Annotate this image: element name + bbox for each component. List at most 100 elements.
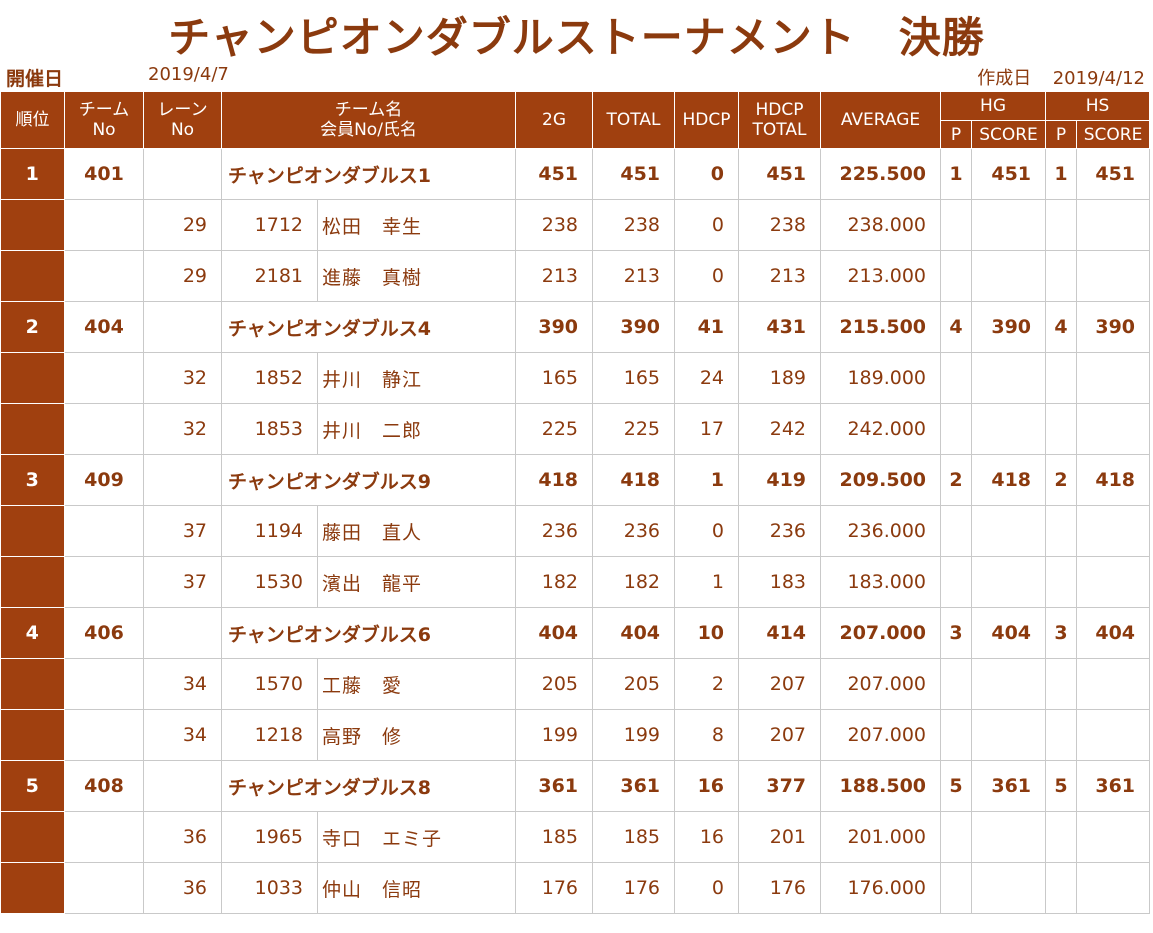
team-2g: 418 xyxy=(515,454,594,506)
header-team-name-line2: 会員No/氏名 xyxy=(320,120,417,140)
held-date-value: 2019/4/7 xyxy=(148,64,229,85)
member-lane: 37 xyxy=(143,505,222,557)
member-no: 1218 xyxy=(221,709,318,761)
member-average: 236.000 xyxy=(820,505,942,557)
member-name: 藤田 直人 xyxy=(316,505,517,557)
team-name: チャンピオンダブルス8 xyxy=(220,760,517,812)
page-title: チャンピオンダブルストーナメント 決勝 xyxy=(168,13,985,62)
team-no: 406 xyxy=(64,607,144,659)
member-hdcp-total: 176 xyxy=(738,862,822,914)
member-hs-p xyxy=(1045,250,1078,302)
header-hdcp-total: HDCP TOTAL xyxy=(738,91,822,149)
member-lane: 37 xyxy=(143,556,222,608)
team-average: 209.500 xyxy=(820,454,942,506)
member-hg-score xyxy=(971,556,1047,608)
created-date: 作成日 2019/4/12 xyxy=(977,64,1145,90)
member-2g: 185 xyxy=(515,811,594,863)
team-total: 390 xyxy=(592,301,676,353)
team-no: 404 xyxy=(64,301,144,353)
member-hg-score xyxy=(971,403,1047,455)
member-no: 1194 xyxy=(221,505,318,557)
team-hg-p: 2 xyxy=(940,454,973,506)
team-rank: 4 xyxy=(0,607,65,659)
team-lane xyxy=(143,454,222,506)
member-hdcp-total: 207 xyxy=(738,709,822,761)
member-hdcp-total: 207 xyxy=(738,658,822,710)
member-name: 松田 幸生 xyxy=(316,199,517,251)
member-rank-cell xyxy=(0,199,65,251)
header-team-name: チーム名 会員No/氏名 xyxy=(220,91,517,149)
member-hdcp: 2 xyxy=(674,658,740,710)
member-hdcp-total: 201 xyxy=(738,811,822,863)
team-hs-score: 451 xyxy=(1076,148,1151,200)
team-hdcp-total: 414 xyxy=(738,607,822,659)
member-hg-p xyxy=(940,352,973,404)
member-hdcp: 24 xyxy=(674,352,740,404)
team-name: チャンピオンダブルス1 xyxy=(220,148,517,200)
member-hg-p xyxy=(940,862,973,914)
member-hs-score xyxy=(1076,250,1151,302)
member-hg-p xyxy=(940,250,973,302)
member-hdcp-total: 242 xyxy=(738,403,822,455)
member-hg-score xyxy=(971,505,1047,557)
member-team-no xyxy=(64,811,144,863)
team-2g: 390 xyxy=(515,301,594,353)
team-rank: 3 xyxy=(0,454,65,506)
header-team-no-line1: チーム xyxy=(78,100,130,120)
team-lane xyxy=(143,148,222,200)
member-average: 189.000 xyxy=(820,352,942,404)
team-no: 401 xyxy=(64,148,144,200)
team-hs-p: 1 xyxy=(1045,148,1078,200)
team-hg-score: 404 xyxy=(971,607,1047,659)
team-hdcp: 41 xyxy=(674,301,740,353)
member-hs-score xyxy=(1076,709,1151,761)
member-total: 205 xyxy=(592,658,676,710)
member-row: 37 1530 濱出 龍平 182 182 1 183 183.000 xyxy=(0,556,1151,608)
team-hg-score: 418 xyxy=(971,454,1047,506)
member-row: 32 1853 井川 二郎 225 225 17 242 242.000 xyxy=(0,403,1151,455)
member-row: 32 1852 井川 静江 165 165 24 189 189.000 xyxy=(0,352,1151,404)
member-hs-score xyxy=(1076,403,1151,455)
member-total: 185 xyxy=(592,811,676,863)
member-team-no xyxy=(64,658,144,710)
team-lane xyxy=(143,760,222,812)
member-average: 207.000 xyxy=(820,658,942,710)
member-hs-p xyxy=(1045,556,1078,608)
team-total: 361 xyxy=(592,760,676,812)
member-hdcp: 0 xyxy=(674,505,740,557)
member-lane: 34 xyxy=(143,658,222,710)
member-total: 213 xyxy=(592,250,676,302)
team-hs-p: 2 xyxy=(1045,454,1078,506)
member-name: 濱出 龍平 xyxy=(316,556,517,608)
member-team-no xyxy=(64,352,144,404)
team-total: 404 xyxy=(592,607,676,659)
team-hs-score: 418 xyxy=(1076,454,1151,506)
member-2g: 182 xyxy=(515,556,594,608)
member-hs-p xyxy=(1045,505,1078,557)
member-hg-p xyxy=(940,199,973,251)
team-total: 418 xyxy=(592,454,676,506)
member-hg-score xyxy=(971,658,1047,710)
member-hg-score xyxy=(971,250,1047,302)
member-hg-p xyxy=(940,811,973,863)
member-row: 29 2181 進藤 真樹 213 213 0 213 213.000 xyxy=(0,250,1151,302)
member-name: 井川 二郎 xyxy=(316,403,517,455)
member-rank-cell xyxy=(0,250,65,302)
member-total: 182 xyxy=(592,556,676,608)
team-row: 4 406 チャンピオンダブルス6 404 404 10 414 207.000 3 404 3 40… xyxy=(0,607,1151,659)
member-average: 201.000 xyxy=(820,811,942,863)
header-total: TOTAL xyxy=(592,91,676,149)
team-hs-score: 361 xyxy=(1076,760,1151,812)
team-row: 3 409 チャンピオンダブルス9 418 418 1 419 209.500 2 418 2 418 xyxy=(0,454,1151,506)
member-no: 1530 xyxy=(221,556,318,608)
member-total: 199 xyxy=(592,709,676,761)
member-hs-score xyxy=(1076,811,1151,863)
member-average: 176.000 xyxy=(820,862,942,914)
member-hs-p xyxy=(1045,403,1078,455)
member-team-no xyxy=(64,556,144,608)
member-no: 1570 xyxy=(221,658,318,710)
team-hg-score: 361 xyxy=(971,760,1047,812)
header-hg-p: P xyxy=(940,120,973,149)
member-name: 高野 修 xyxy=(316,709,517,761)
header-hs: HS xyxy=(1045,91,1151,121)
